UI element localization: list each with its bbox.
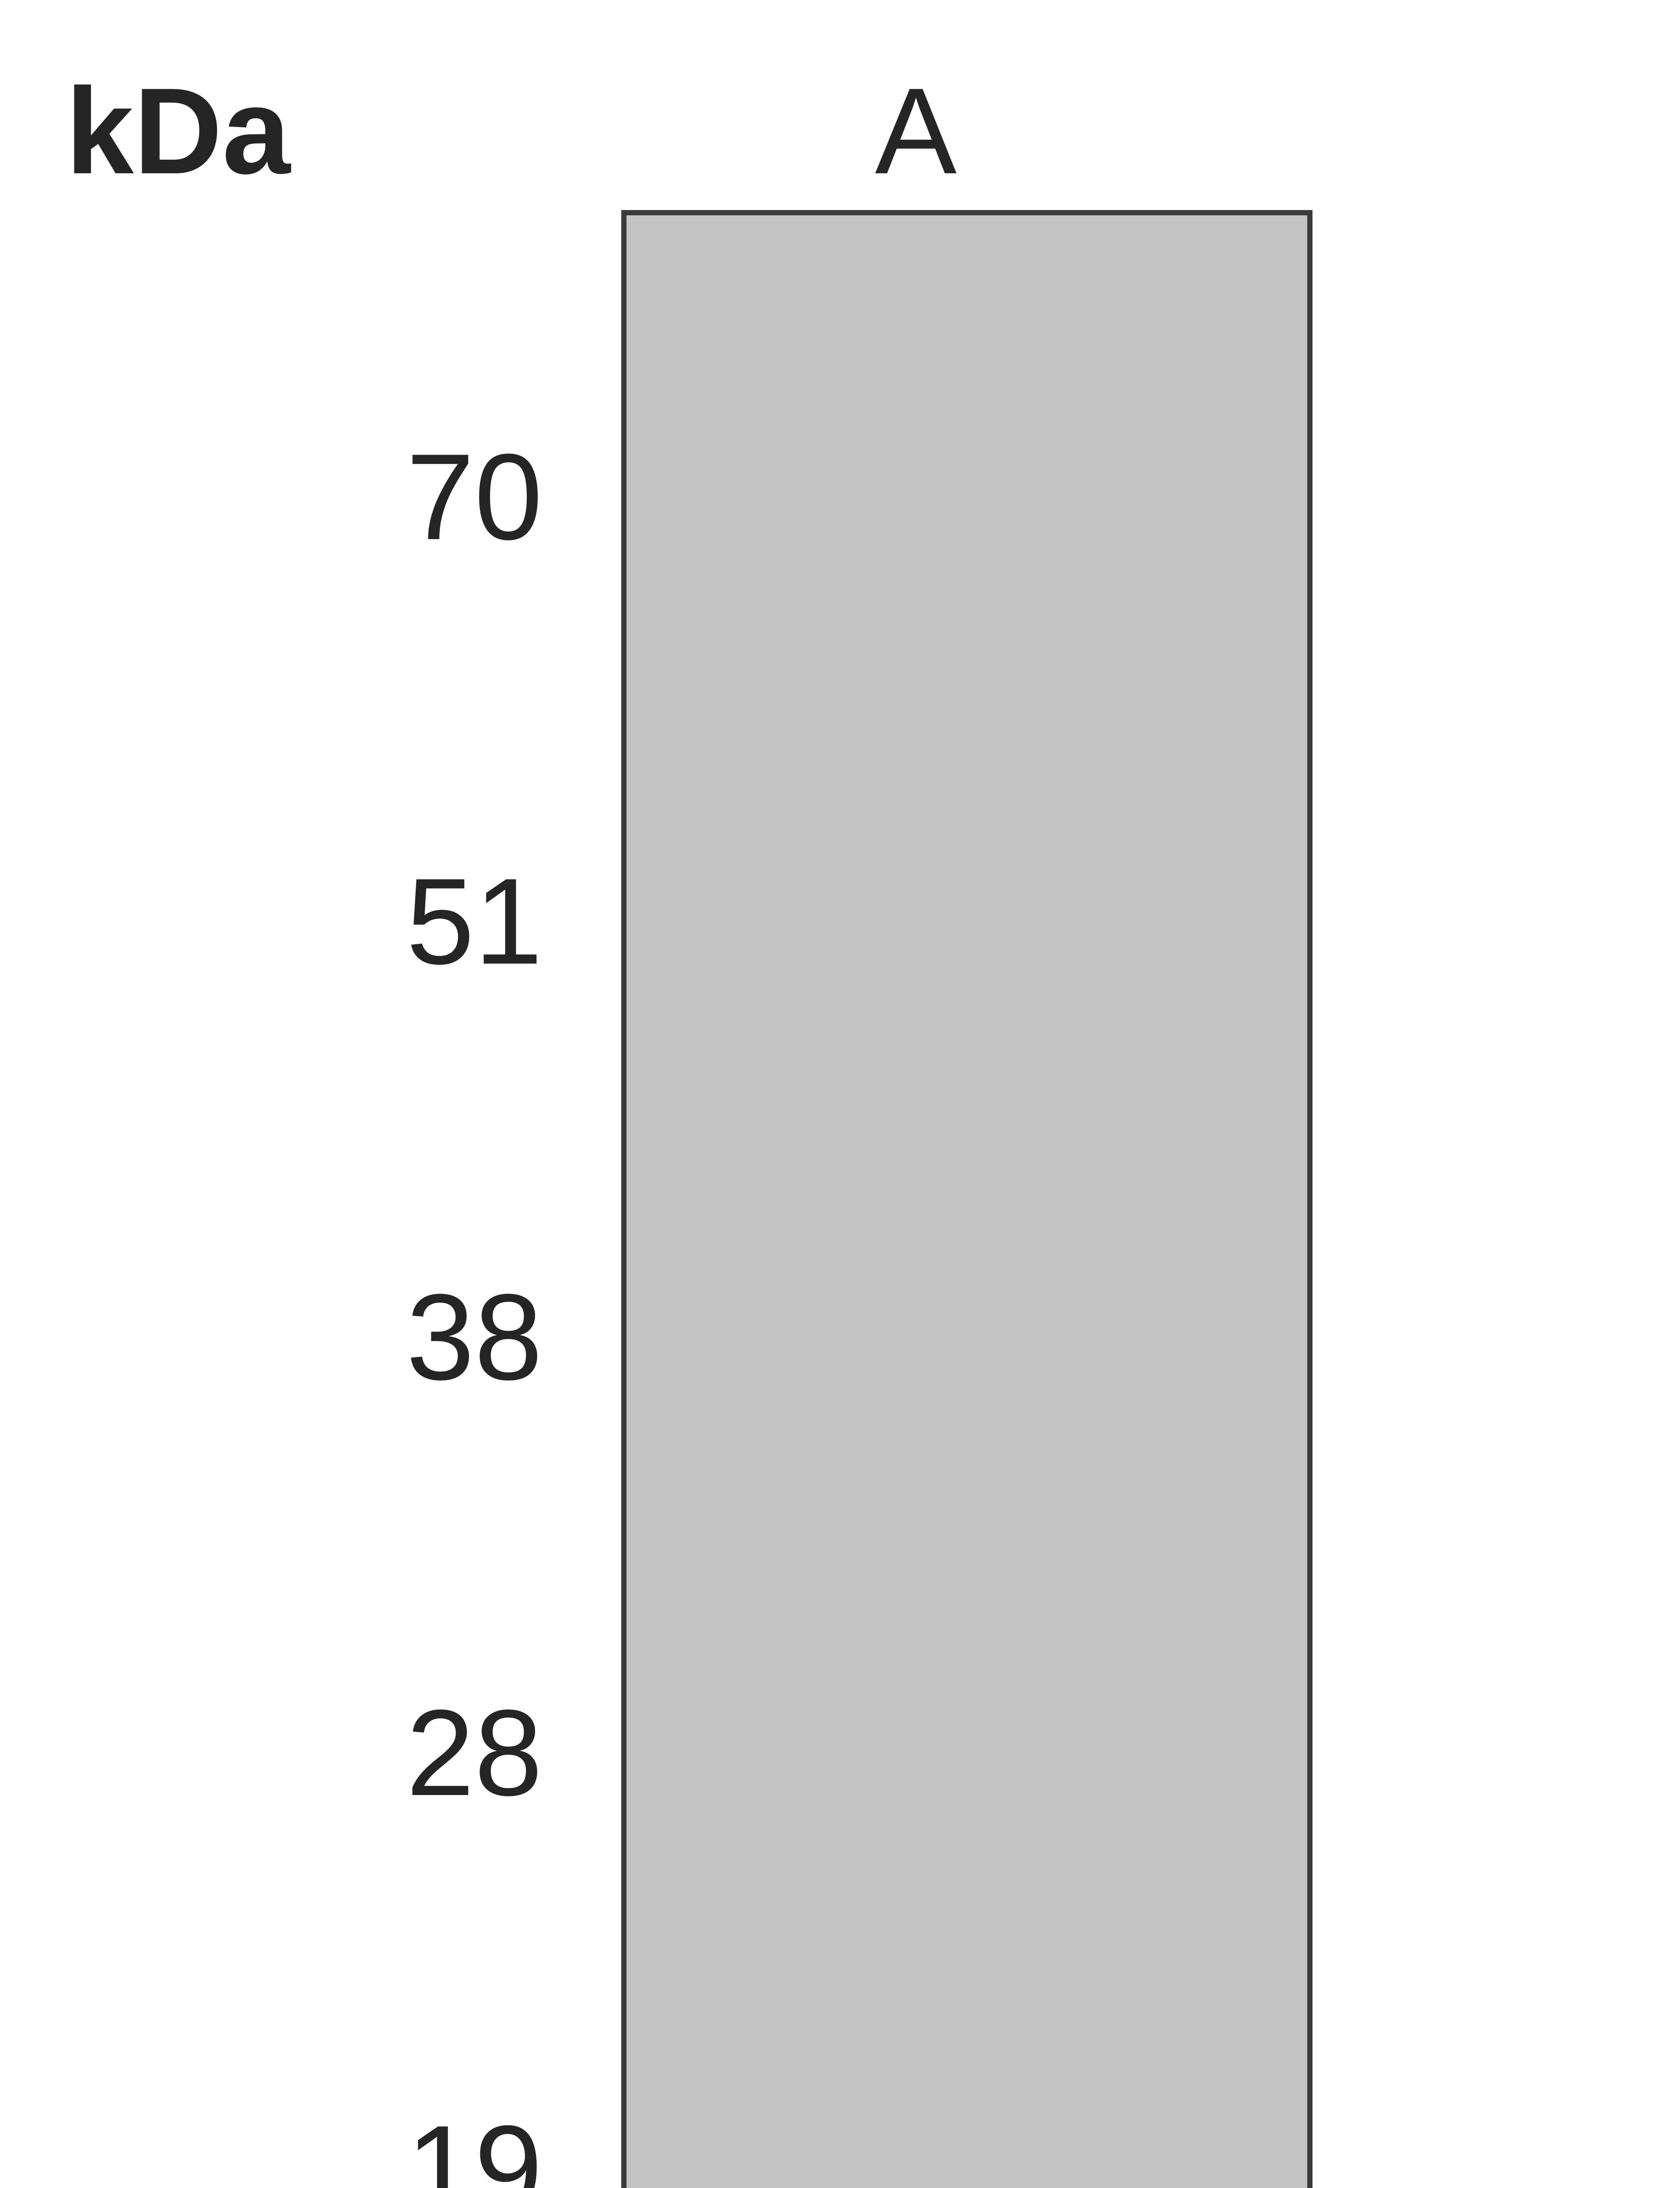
mw-tick-51: 51	[192, 852, 542, 992]
lane-rect	[621, 210, 1312, 2188]
mw-tick-19: 19	[192, 2099, 542, 2188]
mw-tick-28: 28	[192, 1683, 542, 1823]
y-axis-unit-label: kDa	[66, 61, 290, 202]
blot-container: kDa A 705138281916	[0, 0, 1680, 2188]
mw-tick-70: 70	[192, 427, 542, 568]
mw-tick-38: 38	[192, 1267, 542, 1408]
lane-label-a: A	[875, 61, 957, 202]
